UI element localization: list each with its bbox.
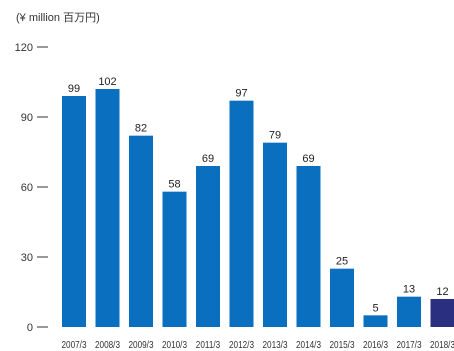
bar-2012-3 [229, 100, 254, 328]
x-tick-label-2014-3: 2014/3 [296, 339, 321, 350]
bar-2017-3 [397, 296, 421, 327]
bar-2007-3 [62, 96, 86, 327]
data-label-2009-3: 82 [135, 123, 147, 135]
bar-2015-3 [330, 268, 354, 327]
bar-2008-3 [95, 89, 120, 327]
y-tick-label-120: 120 [15, 42, 33, 54]
x-tick-label-2010-3: 2010/3 [162, 339, 187, 350]
y-tick-label-0: 0 [27, 322, 33, 334]
x-tick-label-2015-3: 2015/3 [329, 339, 354, 350]
y-tick-label-60: 60 [21, 182, 33, 194]
value-labels: 99 102 82 58 69 97 79 69 25 5 13 12 [68, 76, 449, 314]
x-tick-label-2011-3: 2011/3 [196, 339, 220, 350]
data-label-2018-3: 12 [436, 286, 448, 298]
x-tick-label-2008-3: 2008/3 [95, 339, 120, 350]
x-tick-label-2009-3: 2009/3 [128, 339, 153, 350]
x-tick-label-2012-3: 2012/3 [229, 339, 254, 350]
x-tick-label-2016-3: 2016/3 [363, 339, 388, 350]
bar-2010-3 [162, 191, 187, 327]
bar-2009-3 [129, 135, 153, 327]
y-axis: 0 30 60 90 120 [15, 42, 48, 334]
data-label-2008-3: 102 [98, 76, 116, 88]
bar-2014-3 [296, 166, 321, 327]
data-label-2015-3: 25 [336, 256, 348, 268]
bars [62, 89, 454, 328]
unit-label: (¥ million 百万円) [16, 12, 100, 24]
data-label-2007-3: 99 [68, 83, 80, 95]
data-label-2012-3: 97 [235, 88, 247, 100]
bar-2018-3 [430, 299, 454, 327]
y-tick-label-30: 30 [21, 252, 33, 264]
x-tick-label-2013-3: 2013/3 [262, 339, 287, 350]
x-tick-label-2018-3: 2018/3 [430, 339, 454, 350]
data-label-2010-3: 58 [168, 179, 180, 191]
data-label-2014-3: 69 [302, 153, 314, 165]
x-axis-labels: 2007/3 2008/3 2009/3 2010/3 2011/3 2012/3 2013… [61, 339, 454, 350]
bar-2011-3 [196, 166, 220, 327]
data-label-2013-3: 79 [269, 130, 281, 142]
data-label-2017-3: 13 [403, 284, 415, 296]
bar-2013-3 [263, 142, 287, 327]
bar-2016-3 [363, 315, 388, 327]
data-label-2011-3: 69 [202, 153, 214, 165]
y-tick-label-90: 90 [21, 112, 33, 124]
data-label-2016-3: 5 [372, 302, 378, 314]
x-tick-label-2007-3: 2007/3 [61, 339, 86, 350]
x-tick-label-2017-3: 2017/3 [396, 339, 421, 350]
